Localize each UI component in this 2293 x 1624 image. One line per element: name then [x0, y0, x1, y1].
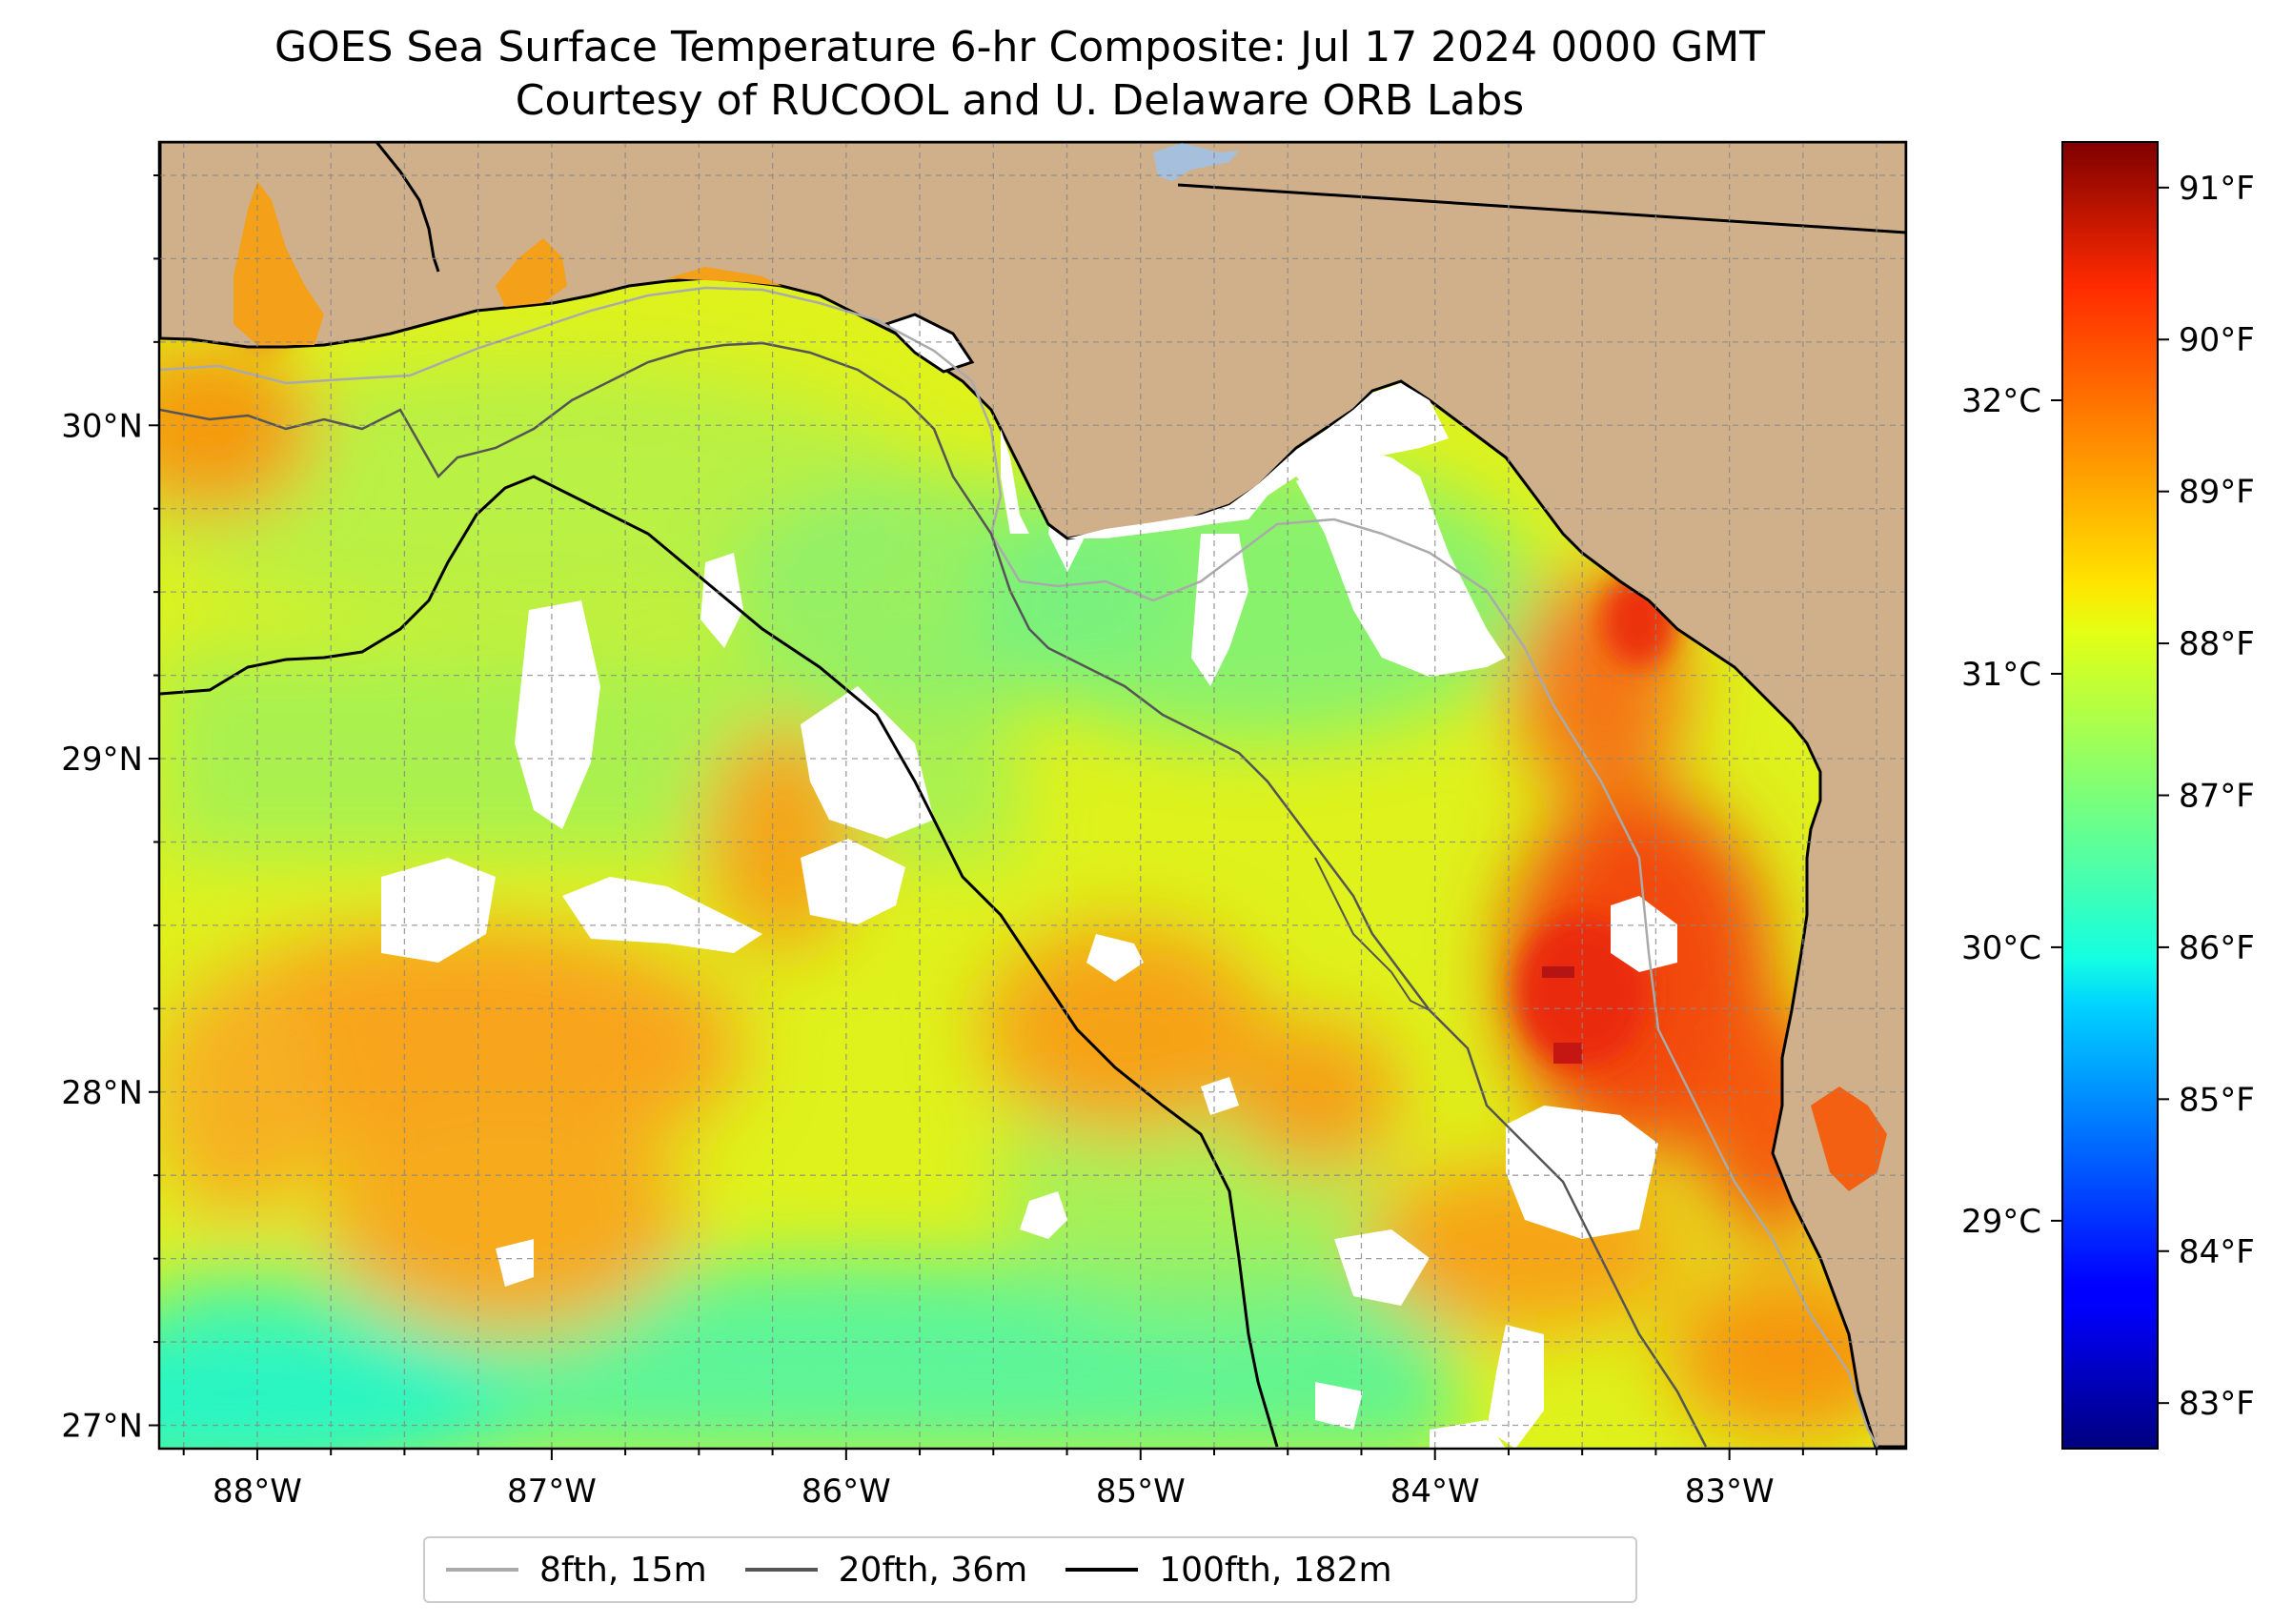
fahrenheit-tick-label: 88°F [2179, 625, 2255, 663]
lon-tick-label: 87°W [507, 1472, 597, 1511]
apalachee-bay [1067, 383, 1449, 538]
fahrenheit-tick-label: 83°F [2179, 1385, 2255, 1423]
legend-item: 100fth, 182m [1065, 1550, 1392, 1590]
state-boundary [375, 142, 1906, 273]
legend-line-swatch [1065, 1568, 1139, 1572]
tampa-bay [1811, 1086, 1887, 1191]
celsius-tick-label: 30°C [1961, 929, 2041, 967]
colorbar-gradient [2061, 141, 2159, 1450]
fahrenheit-tick-label: 85°F [2179, 1081, 2255, 1119]
legend-line-swatch [446, 1568, 518, 1572]
lat-tick-label: 29°N [61, 741, 143, 779]
hot-pixel [1542, 966, 1574, 978]
lat-tick-label: 27°N [61, 1408, 143, 1446]
celsius-tick-label: 29°C [1961, 1203, 2041, 1241]
lake [1153, 143, 1239, 181]
map-area [160, 142, 1906, 1449]
legend-label: 100fth, 182m [1159, 1550, 1392, 1590]
fahrenheit-ticks: 83°F 84°F 85°F 86°F 87°F 88°F 89°F 90°F 91°F [2158, 170, 2255, 1423]
contour-100fth [160, 475, 1279, 1448]
legend-item: 20fth, 36m [744, 1550, 1028, 1590]
lon-tick-label: 84°W [1390, 1472, 1480, 1511]
lon-tick-label: 85°W [1096, 1472, 1186, 1511]
lon-tick-label: 88°W [213, 1472, 302, 1511]
celsius-tick-label: 31°C [1961, 656, 2041, 694]
choctaw-bay [667, 267, 781, 286]
gridlines [160, 142, 1906, 1449]
lat-tick-label: 28°N [61, 1074, 143, 1112]
legend: 8fth, 15m 20fth, 36m 100fth, 182m [423, 1536, 1637, 1603]
st-andrew-bay [883, 313, 975, 374]
fahrenheit-tick-label: 86°F [2179, 929, 2255, 967]
map-frame [157, 140, 1908, 1451]
fahrenheit-tick-label: 87°F [2179, 778, 2255, 816]
legend-label: 8fth, 15m [539, 1550, 707, 1590]
pensacola-bay [496, 238, 567, 307]
contour-20fth-shelf [1314, 857, 1431, 1011]
fahrenheit-tick-label: 91°F [2179, 170, 2255, 208]
no-data-regions [381, 448, 1677, 1449]
fahrenheit-tick-label: 90°F [2179, 321, 2255, 359]
land [160, 142, 1906, 1449]
st-joseph-bay [1001, 429, 1029, 534]
legend-line-swatch [744, 1568, 818, 1572]
celsius-tick-label: 32°C [1961, 382, 2041, 420]
chart-subtitle: Courtesy of RUCOOL and U. Delaware ORB L… [515, 76, 1525, 125]
fahrenheit-tick-label: 84°F [2179, 1233, 2255, 1271]
contour-8fth [160, 286, 1879, 1448]
contour-20fth [160, 341, 1708, 1448]
lat-axis: 30°N 29°N 28°N 27°N [61, 173, 160, 1446]
lon-tick-label: 86°W [802, 1472, 891, 1511]
lon-axis: 88°W 87°W 86°W 85°W 84°W 83°W [182, 1449, 1878, 1511]
lat-tick-label: 30°N [61, 407, 143, 445]
legend-label: 20fth, 36m [838, 1550, 1028, 1590]
celsius-ticks: 29°C 30°C 31°C 32°C [1961, 382, 2062, 1241]
hot-pixel [1553, 1043, 1582, 1064]
legend-item: 8fth, 15m [446, 1551, 707, 1590]
lon-tick-label: 83°W [1685, 1472, 1775, 1511]
mobile-bay [233, 181, 324, 345]
fahrenheit-tick-label: 89°F [2179, 474, 2255, 512]
chart-title: GOES Sea Surface Temperature 6-hr Compos… [274, 23, 1766, 71]
